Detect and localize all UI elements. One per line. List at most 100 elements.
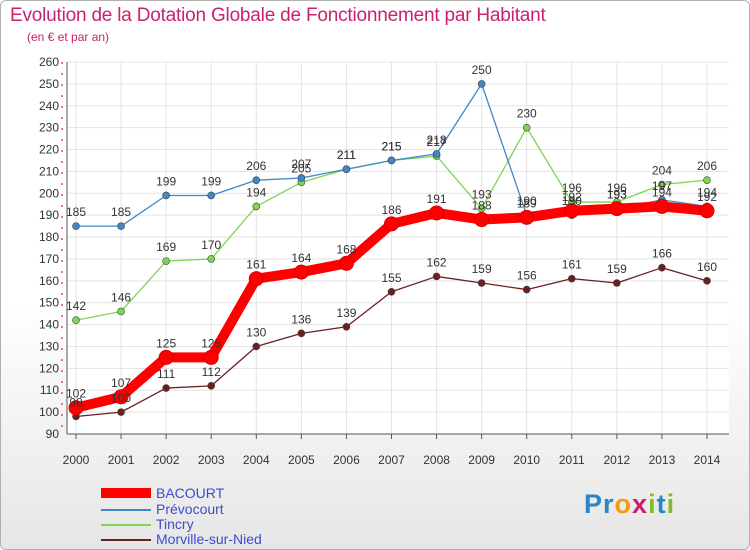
data-label: 218 [427, 133, 447, 147]
data-point [162, 384, 170, 392]
y-tick-label: 120 [39, 361, 59, 375]
data-point [384, 216, 399, 232]
data-label: 155 [381, 271, 401, 285]
legend-swatch [101, 539, 151, 541]
x-tick-label: 2007 [378, 453, 405, 467]
data-label: 196 [607, 181, 627, 195]
data-label: 193 [472, 188, 492, 202]
data-label: 159 [607, 262, 627, 276]
data-point [203, 349, 219, 365]
data-label: 217 [427, 135, 447, 149]
y-tick-label: 110 [40, 383, 59, 397]
data-label: 136 [291, 312, 311, 326]
data-point [207, 255, 216, 263]
data-label: 188 [472, 199, 492, 213]
data-label: 197 [652, 179, 672, 193]
data-label: 196 [562, 181, 582, 195]
x-tick-label: 2012 [604, 453, 631, 467]
x-tick-label: 2006 [333, 453, 360, 467]
data-point [699, 203, 715, 219]
y-tick-label: 100 [39, 405, 59, 419]
data-label: 168 [336, 242, 356, 256]
x-tick-label: 2004 [243, 453, 270, 467]
data-label: 111 [157, 367, 176, 381]
data-point [72, 316, 80, 325]
legend-swatch [101, 524, 151, 526]
data-point [519, 209, 535, 225]
data-label: 170 [201, 238, 221, 252]
y-tick-label: 130 [39, 339, 59, 353]
data-point [703, 176, 711, 184]
logo-letter: x [632, 489, 649, 519]
legend-swatch [101, 509, 151, 511]
y-tick-label: 190 [39, 208, 59, 222]
data-point [564, 203, 580, 219]
data-point [117, 408, 125, 416]
data-label: 211 [337, 148, 356, 162]
data-point [158, 349, 174, 365]
data-label: 130 [246, 325, 266, 339]
data-point [477, 80, 486, 88]
legend-label: Morville-sur-Nied [156, 531, 262, 547]
legend-swatch [101, 488, 151, 498]
data-label: 192 [697, 190, 717, 204]
x-tick-label: 2000 [63, 453, 90, 467]
data-label: 146 [111, 290, 131, 304]
data-point [162, 191, 170, 200]
data-label: 100 [111, 391, 131, 405]
data-label: 125 [156, 336, 176, 350]
data-label: 215 [381, 139, 401, 153]
y-tick-label: 140 [39, 318, 59, 332]
data-point [252, 202, 261, 211]
x-tick-label: 2002 [153, 453, 180, 467]
legend-label: Prévocourt [156, 501, 224, 517]
data-label: 102 [66, 387, 86, 401]
y-tick-label: 90 [46, 427, 60, 441]
data-point [342, 165, 351, 174]
logo-letter: t [656, 489, 667, 519]
data-label: 199 [201, 174, 221, 188]
y-tick-label: 240 [39, 99, 59, 113]
data-point [342, 322, 351, 331]
data-point [429, 205, 445, 221]
data-point [297, 329, 306, 338]
data-label: 206 [246, 159, 266, 173]
data-point [658, 263, 666, 272]
data-label: 161 [246, 258, 266, 272]
data-point [432, 150, 441, 158]
data-label: 169 [156, 240, 176, 254]
y-tick-label: 180 [39, 230, 59, 244]
data-point [252, 176, 261, 184]
data-label: 139 [336, 306, 356, 320]
x-tick-label: 2003 [198, 453, 225, 467]
x-tick-label: 2005 [288, 453, 315, 467]
chart-subtitle: (en € et par an) [27, 30, 110, 44]
data-point [248, 271, 264, 287]
data-point [658, 180, 666, 189]
y-tick-label: 260 [39, 55, 59, 69]
data-point [522, 123, 531, 132]
y-tick-label: 150 [39, 296, 59, 310]
y-tick-label: 170 [39, 252, 59, 266]
data-label: 186 [381, 203, 401, 217]
y-tick-label: 200 [39, 186, 59, 200]
data-label: 142 [66, 299, 86, 313]
data-label: 193 [607, 188, 627, 202]
x-tick-label: 2013 [649, 453, 676, 467]
data-label: 162 [427, 255, 447, 269]
data-label: 207 [291, 157, 311, 171]
data-label: 205 [291, 161, 311, 175]
chart-title: Evolution de la Dotation Globale de Fonc… [10, 5, 546, 26]
data-point [703, 277, 711, 285]
data-label: 159 [472, 262, 492, 276]
data-point [522, 285, 531, 294]
x-tick-label: 2011 [559, 453, 585, 467]
data-label: 211 [337, 148, 356, 162]
data-label: 190 [562, 194, 582, 208]
data-label: 230 [517, 107, 537, 121]
data-label: 190 [517, 194, 537, 208]
y-tick-label: 220 [39, 143, 59, 157]
plot-area [67, 62, 729, 434]
